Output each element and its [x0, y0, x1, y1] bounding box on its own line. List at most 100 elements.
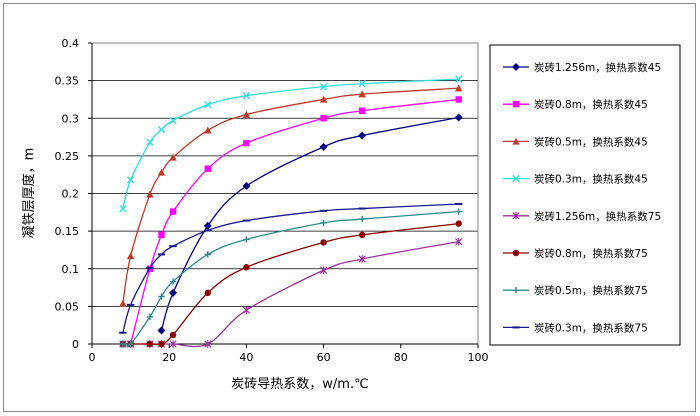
x-axis-title: 炭砖导热系数，w/m.℃ [231, 377, 368, 392]
data-point [169, 153, 177, 161]
legend-item: 炭砖1.256m，换热系数75 [503, 210, 661, 223]
y-tick-label: 0.35 [55, 75, 80, 88]
data-point [204, 101, 212, 109]
x-tick-label: 20 [162, 351, 176, 364]
legend-marker [512, 287, 520, 294]
legend-marker [512, 212, 520, 220]
data-point [169, 331, 177, 339]
data-point [169, 340, 177, 348]
series-3 [119, 84, 463, 307]
y-tick-label: 0.4 [62, 37, 80, 50]
data-point [243, 236, 250, 243]
data-point [242, 306, 251, 314]
y-tick-label: 0.15 [55, 225, 80, 238]
y-axis-title: 凝铁层厚度，m [21, 148, 37, 239]
data-point [169, 278, 177, 285]
legend-label: 炭砖0.8m，换热系数45 [534, 98, 648, 111]
legend: 炭砖1.256m，换热系数45 炭砖0.8m，换热系数45 炭砖0.5m，换热系数4… [503, 61, 661, 334]
legend-label: 炭砖0.3m，换热系数75 [534, 321, 648, 334]
data-point [358, 90, 366, 98]
data-point [204, 165, 211, 172]
legend-label: 炭砖0.8m，换热系数75 [534, 247, 648, 260]
data-point [319, 266, 328, 274]
legend-item: 炭砖0.5m，换热系数45 [503, 135, 648, 148]
data-point [204, 251, 211, 258]
tick-labels: 0 0.05 0.1 0.15 0.2 0.25 0.3 0.35 0.4 0 20 40 60 80 10… [55, 37, 489, 364]
series-4 [119, 75, 463, 213]
series-1 [157, 113, 463, 335]
legend-item: 炭砖1.256m，换热系数45 [503, 61, 661, 74]
y-tick-label: 0.05 [55, 300, 80, 313]
data-point [119, 299, 127, 307]
series-line [122, 78, 459, 209]
x-tick-label: 100 [468, 351, 489, 364]
y-tick-label: 0.2 [62, 188, 80, 201]
data-point [126, 176, 135, 184]
series-line [122, 87, 459, 304]
data-point [358, 79, 366, 88]
data-point [157, 326, 166, 335]
series-7 [119, 208, 462, 348]
x-tick-label: 60 [317, 351, 331, 364]
data-point [455, 84, 463, 92]
data-point [320, 219, 327, 227]
data-point [146, 340, 154, 348]
legend-label: 炭砖0.3m，换热系数45 [534, 173, 648, 186]
data-point [203, 221, 212, 230]
y-tick-label: 0.3 [62, 112, 80, 125]
data-point [358, 131, 367, 140]
data-point [242, 110, 251, 118]
data-point [242, 181, 251, 190]
x-tick-label: 0 [89, 351, 96, 364]
data-point [319, 142, 328, 151]
data-point [243, 264, 250, 271]
data-point [359, 231, 366, 239]
data-point [455, 237, 463, 246]
data-point [359, 107, 366, 114]
data-point [455, 96, 462, 103]
data-point [146, 313, 154, 321]
data-point [455, 75, 463, 83]
legend-marker [512, 174, 520, 183]
data-point [158, 340, 165, 348]
grid-lines [92, 42, 478, 307]
data-point [146, 190, 154, 198]
legend-item: 炭砖0.5m，换热系数75 [503, 284, 648, 297]
legend-item: 炭砖0.8m，换热系数45 [503, 98, 648, 111]
legend-box [489, 44, 681, 346]
data-point [158, 231, 165, 239]
data-point [455, 220, 462, 227]
data-point [359, 215, 366, 223]
axes [88, 42, 479, 348]
data-point [157, 125, 166, 134]
legend-marker [512, 63, 520, 71]
data-point [319, 95, 328, 103]
data-point [204, 340, 212, 348]
data-point [126, 252, 135, 260]
data-point [119, 204, 127, 213]
data-point [169, 116, 177, 125]
data-point [454, 113, 463, 122]
legend-item: 炭砖0.3m，换热系数75 [503, 321, 648, 334]
series-line [122, 222, 459, 346]
data-point [146, 138, 154, 147]
legend-marker [512, 249, 520, 257]
y-tick-label: 0.1 [62, 263, 80, 276]
legend-item: 炭砖0.3m，换热系数45 [503, 173, 648, 186]
data-point [204, 126, 212, 134]
data-point [320, 115, 327, 122]
data-point [243, 139, 250, 147]
legend-item: 炭砖0.8m，换热系数75 [503, 247, 648, 260]
data-point [204, 289, 211, 297]
x-tick-label: 80 [394, 351, 408, 364]
legend-marker [512, 101, 520, 108]
legend-label: 炭砖0.5m，换热系数45 [534, 135, 648, 148]
series-layer [119, 75, 463, 348]
series-line [122, 210, 459, 347]
series-6 [119, 220, 462, 348]
legend-label: 炭砖1.256m，换热系数75 [534, 210, 661, 223]
data-point [119, 340, 127, 348]
data-point [320, 239, 327, 246]
legend-label: 炭砖0.5m，换热系数75 [534, 284, 648, 297]
